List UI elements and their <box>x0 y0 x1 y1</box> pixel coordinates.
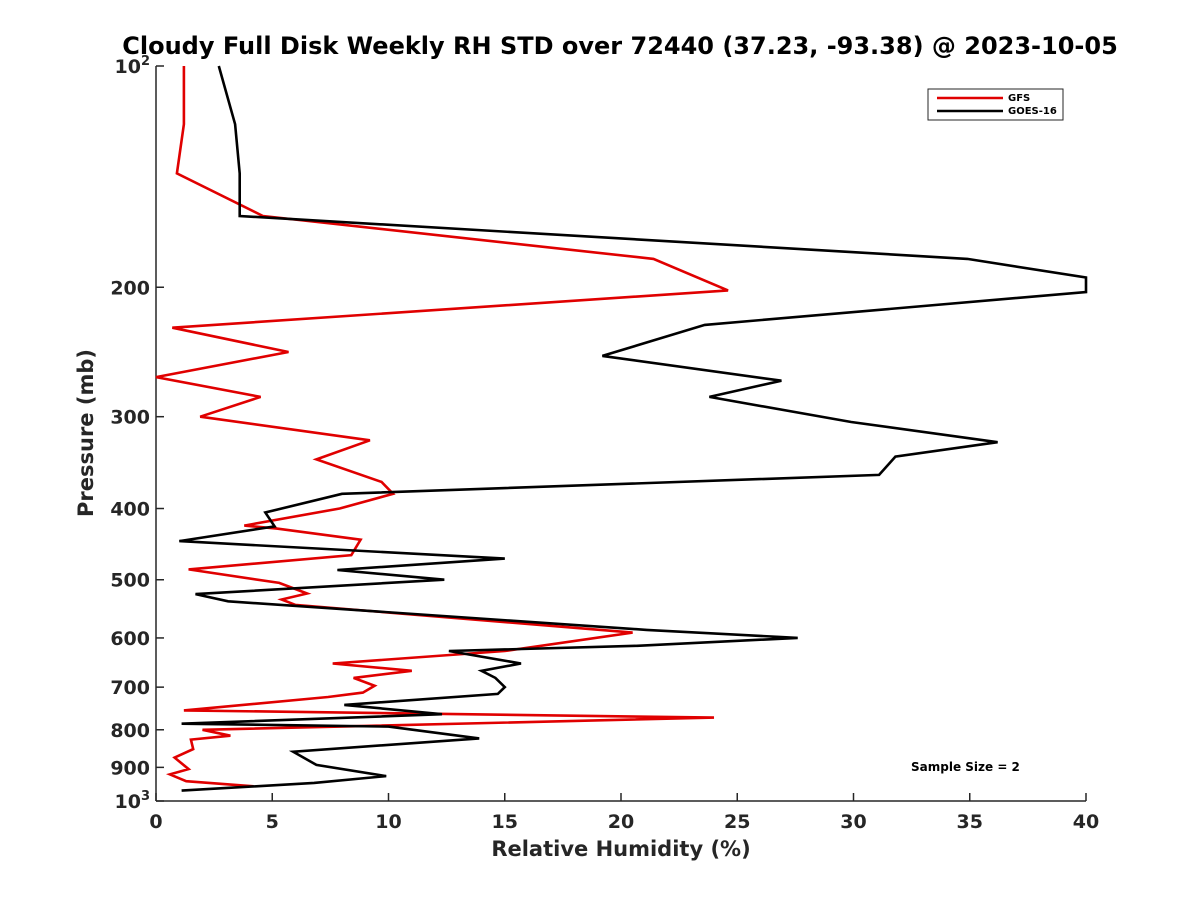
y-tick-label: 300 <box>110 407 150 429</box>
y-tick-label: 800 <box>110 720 150 742</box>
x-tick-label: 25 <box>724 811 750 833</box>
legend-label-goes-16: GOES-16 <box>1008 106 1057 117</box>
x-tick-label: 40 <box>1073 811 1099 833</box>
legend-box <box>927 88 1064 121</box>
y-tick-label: 200 <box>110 277 150 299</box>
x-tick-label: 5 <box>266 811 279 833</box>
y-tick-label: 102 <box>115 54 151 78</box>
y-tick-label: 700 <box>110 677 150 699</box>
y-tick-label: 900 <box>110 757 150 779</box>
sample-size-annotation: Sample Size = 2 <box>911 760 1020 774</box>
y-tick-label: 400 <box>110 499 150 521</box>
legend: GFS GOES-16 <box>927 88 1064 121</box>
x-tick-label: 35 <box>957 811 983 833</box>
x-tick-label: 30 <box>840 811 866 833</box>
x-tick-label: 20 <box>608 811 634 833</box>
chart-title: Cloudy Full Disk Weekly RH STD over 7244… <box>122 32 1118 60</box>
y-tick-label: 500 <box>110 570 150 592</box>
legend-label-gfs: GFS <box>1008 93 1030 104</box>
series-lines <box>155 65 1088 792</box>
x-tick-label: 0 <box>149 811 162 833</box>
x-axis-label: Relative Humidity (%) <box>491 837 750 861</box>
x-tick-label: 15 <box>492 811 518 833</box>
y-tick-label: 600 <box>110 628 150 650</box>
y-axis-label: Pressure (mb) <box>74 349 98 517</box>
x-tick-label: 10 <box>375 811 401 833</box>
y-ticks: 102 200 300 400 500 600 700 800 900 103 <box>110 54 164 813</box>
x-ticks: 0 5 10 15 20 25 30 35 40 <box>149 793 1099 833</box>
y-tick-label: 103 <box>115 789 151 813</box>
series-line-goes-16 <box>179 65 1088 792</box>
plot-area: 0 5 10 15 20 25 30 35 40 102 200 300 400 500 600 700 80… <box>110 54 1099 833</box>
